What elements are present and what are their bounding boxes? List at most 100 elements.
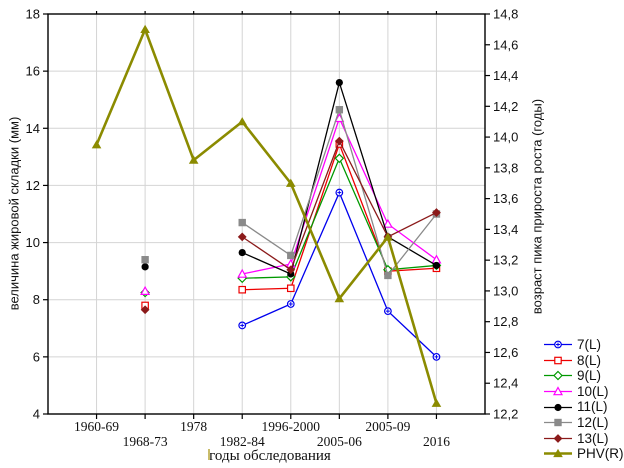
y-left-tick-label: 14 [26,121,40,136]
series-marker-8(L) [286,284,295,293]
y-right-tick-label: 14,8 [493,7,518,22]
series-marker-PHV(R) [285,178,296,187]
legend-glyph-8(L) [554,356,562,365]
legend-label: 11(L) [577,399,608,415]
series-marker-13(L) [140,305,150,315]
legend-marker-10(L) [544,386,572,396]
legend-marker-8(L) [544,356,572,365]
series-line-PHV(R) [95,25,438,404]
series-marker-11(L) [335,78,343,87]
x-tick-label: 1978 [180,419,207,434]
y-left-tick-label: 4 [33,407,40,422]
y-left-tick-label: 16 [26,64,40,79]
y-right-tick-label: 13,2 [493,253,518,268]
x-axis-title: годы обследования [209,448,331,464]
legend-label: 8(L) [577,352,602,368]
legend-item-11(L): 11(L) [543,399,624,415]
series-marker-PHV(R) [188,155,199,164]
legend-label: 10(L) [577,383,609,399]
legend-glyph-PHV(R) [553,449,563,458]
legend-item-PHV(R): PHV(R) [543,446,624,462]
y-right-tick-label: 14,0 [493,130,518,145]
legend-item-9(L): 9(L) [543,368,624,384]
y-right-tick-label: 13,0 [493,283,518,298]
legend-glyph-13(L) [553,433,563,443]
y-left-tick-label: 8 [33,292,40,307]
series-marker-PHV(R) [91,140,102,149]
legend-glyph-12(L) [554,419,562,427]
legend-label: 7(L) [577,337,602,353]
legend-item-7(L): 7(L) [543,337,624,353]
series-marker-7(L) [335,188,344,197]
x-tick-label: 1968-73 [123,434,168,449]
series-marker-13(L) [237,232,247,242]
y-right-tick-label: 13,8 [493,160,518,175]
y-left-axis-title: величина жировой складки (мм) [6,116,22,311]
series-marker-11(L) [141,263,149,271]
series-marker-9(L) [334,153,345,164]
x-tick-label: 2016 [423,434,450,449]
y-left-tick-label: 6 [33,349,40,364]
series-marker-PHV(R) [237,117,248,126]
series-marker-12(L) [238,218,246,227]
series-marker-PHV(R) [334,294,345,303]
series-marker-10(L) [140,285,151,295]
series-marker-7(L) [383,307,392,316]
series-marker-12(L) [287,251,295,260]
series-marker-13(L) [286,265,296,275]
y-right-tick-label: 12,8 [493,314,518,329]
y-right-tick-label: 14,2 [493,99,518,114]
legend-item-13(L): 13(L) [543,431,624,447]
legend-marker-9(L) [544,371,572,381]
y-left-tick-label: 18 [26,7,40,22]
series-marker-12(L) [335,106,344,114]
y-right-tick-label: 13,4 [493,222,518,237]
y-right-tick-label: 12,2 [493,407,518,422]
legend-label: 12(L) [577,415,609,431]
series-marker-8(L) [238,285,247,294]
series-marker-PHV(R) [140,24,150,33]
series-marker-7(L) [238,321,247,330]
x-tick-label: 1996-2000 [262,419,321,434]
series-marker-7(L) [432,352,441,361]
legend-item-12(L): 12(L) [543,415,624,431]
legend-marker-13(L) [544,433,572,443]
series-marker-11(L) [238,248,246,257]
legend-marker-7(L) [544,340,572,349]
series-marker-12(L) [141,256,149,264]
series-marker-13(L) [334,136,344,146]
legend-glyph-9(L) [553,371,563,381]
series-marker-13(L) [432,208,441,217]
series-marker-PHV(R) [383,232,393,241]
series-marker-12(L) [384,271,392,280]
stray-olive-tick [208,449,210,460]
y-left-tick-label: 10 [26,235,40,250]
legend-item-10(L): 10(L) [543,384,624,400]
plot-border [47,13,486,415]
legend-glyph-11(L) [554,403,562,411]
series-marker-10(L) [382,218,393,228]
legend-marker-11(L) [544,403,572,411]
legend-label: 13(L) [577,430,609,446]
x-tick-label: 2005-09 [365,419,410,434]
y-right-tick-label: 14,6 [493,37,518,52]
legend-marker-PHV(R) [544,449,572,458]
x-tick-label: 1982-84 [220,434,265,449]
x-tick-label: 1960-69 [74,419,119,434]
y-right-tick-label: 13,6 [493,191,518,206]
legend-label: PHV(R) [577,446,624,462]
legend-label: 9(L) [577,368,602,384]
y-right-tick-label: 12,4 [493,376,518,391]
legend-glyph-7(L) [554,340,562,349]
y-right-tick-label: 12,6 [493,345,518,360]
y-left-tick-label: 12 [26,178,40,193]
series-marker-7(L) [286,300,295,308]
x-tick-label: 2005-06 [317,434,362,449]
legend-item-8(L): 8(L) [543,353,624,369]
legend: 7(L) 8(L) 9(L) 10(L) 11(L) 12(L) 13(L) PHV(R) [543,337,624,462]
y-right-tick-label: 14,4 [493,68,518,83]
legend-marker-12(L) [544,419,572,427]
series-marker-10(L) [237,268,248,278]
